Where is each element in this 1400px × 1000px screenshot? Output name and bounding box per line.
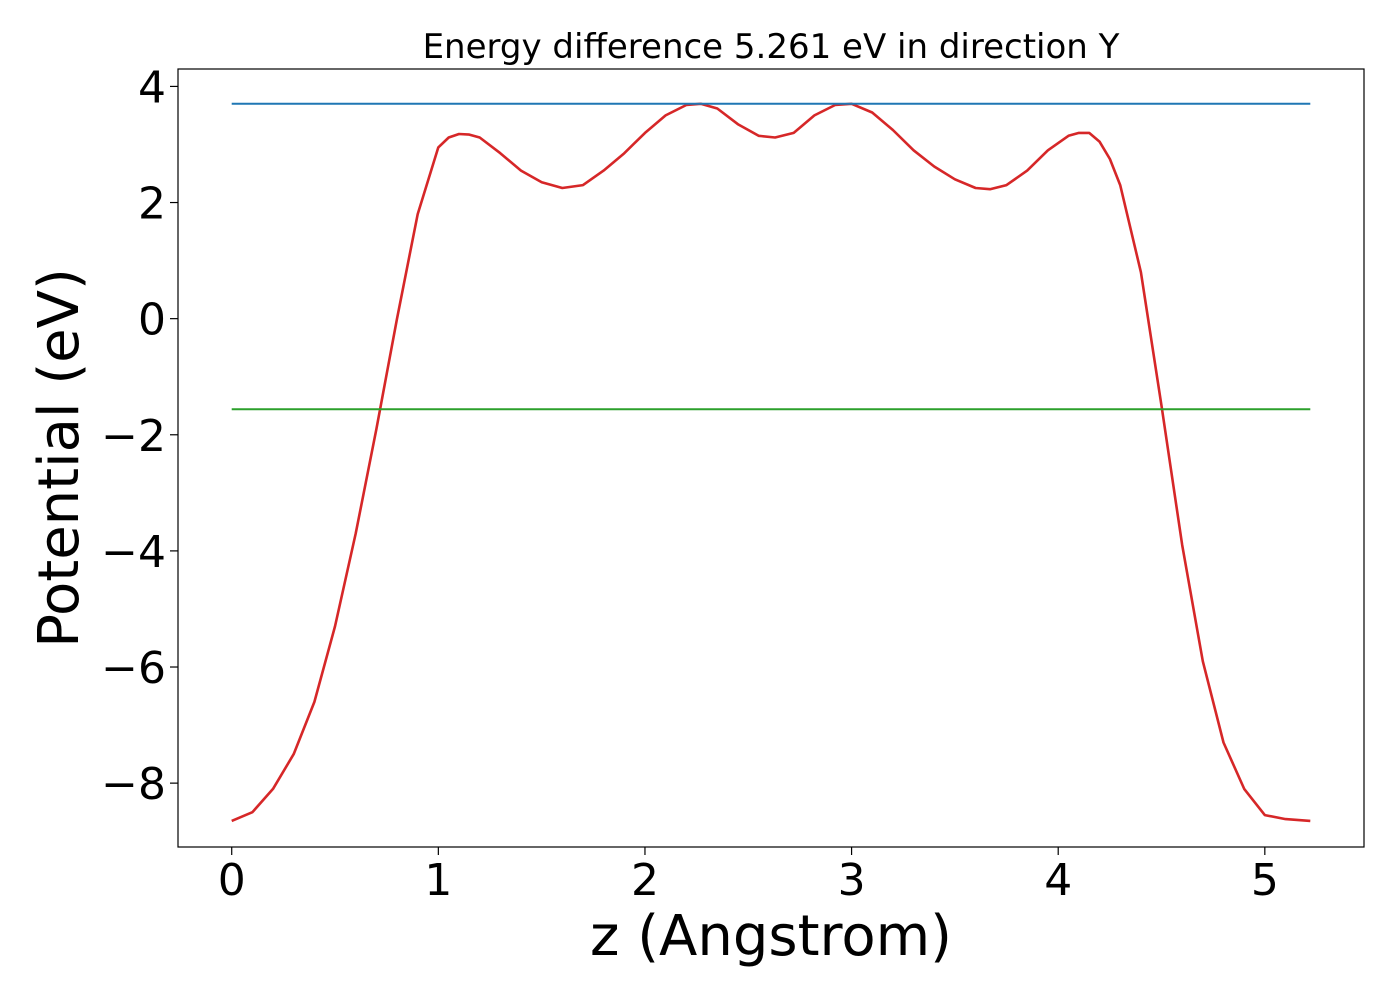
plot-area [231,102,1311,823]
chart-title: Energy difference 5.261 eV in direction … [423,27,1120,67]
x-axis-ticks: 0 1 2 3 4 5 [218,847,1279,906]
y-tick-label: −8 [101,759,166,810]
x-axis-label: z (Angstrom) [590,904,952,969]
potential-curve-line [231,102,1311,823]
y-tick-label: 2 [138,179,166,230]
y-axis-label: Potential (eV) [27,268,92,648]
x-tick-label: 3 [838,855,866,906]
x-tick-label: 5 [1251,855,1279,906]
x-tick-label: 2 [631,855,659,906]
y-tick-label: −2 [101,411,166,462]
y-axis-ticks: 4 2 0 −2 −4 −6 −8 [101,62,178,810]
y-tick-label: 0 [138,295,166,346]
y-tick-label: −6 [101,643,166,694]
y-tick-label: 4 [138,62,166,113]
x-tick-label: 0 [218,855,246,906]
x-tick-label: 1 [424,855,452,906]
x-tick-label: 4 [1044,855,1072,906]
axes-frame [177,68,1365,848]
y-tick-label: −4 [101,527,166,578]
